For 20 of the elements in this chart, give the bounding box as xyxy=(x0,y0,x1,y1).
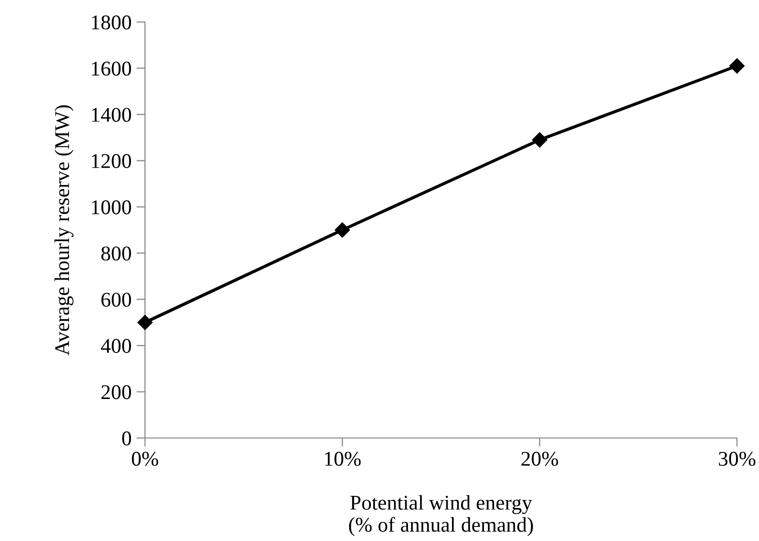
y-tick-label: 800 xyxy=(101,246,132,261)
x-axis-title: Potential wind energy (% of annual demand) xyxy=(349,495,533,536)
point xyxy=(729,58,745,74)
y-tick-label: 1200 xyxy=(92,154,132,168)
point xyxy=(137,314,153,330)
x-tick-label: 10% xyxy=(325,452,361,466)
y-axis-title: Average hourly reserve (MW) xyxy=(54,105,74,356)
y-tick-label: 600 xyxy=(101,292,132,307)
y-tick-label: 0 xyxy=(122,431,132,446)
x-tick-label: 30% xyxy=(718,452,756,466)
point xyxy=(334,222,350,238)
point xyxy=(532,132,548,148)
y-tick-label: 1000 xyxy=(92,200,132,214)
y-tick-label: 1600 xyxy=(92,62,132,76)
y-tick-label: 1400 xyxy=(92,108,132,122)
y-tick-label: 1800 xyxy=(92,15,132,30)
x-tick-label: 0% xyxy=(132,452,158,466)
x-tick-label: 20% xyxy=(521,452,558,466)
y-tick-label: 400 xyxy=(100,338,132,353)
y-tick-label: 200 xyxy=(101,385,132,400)
